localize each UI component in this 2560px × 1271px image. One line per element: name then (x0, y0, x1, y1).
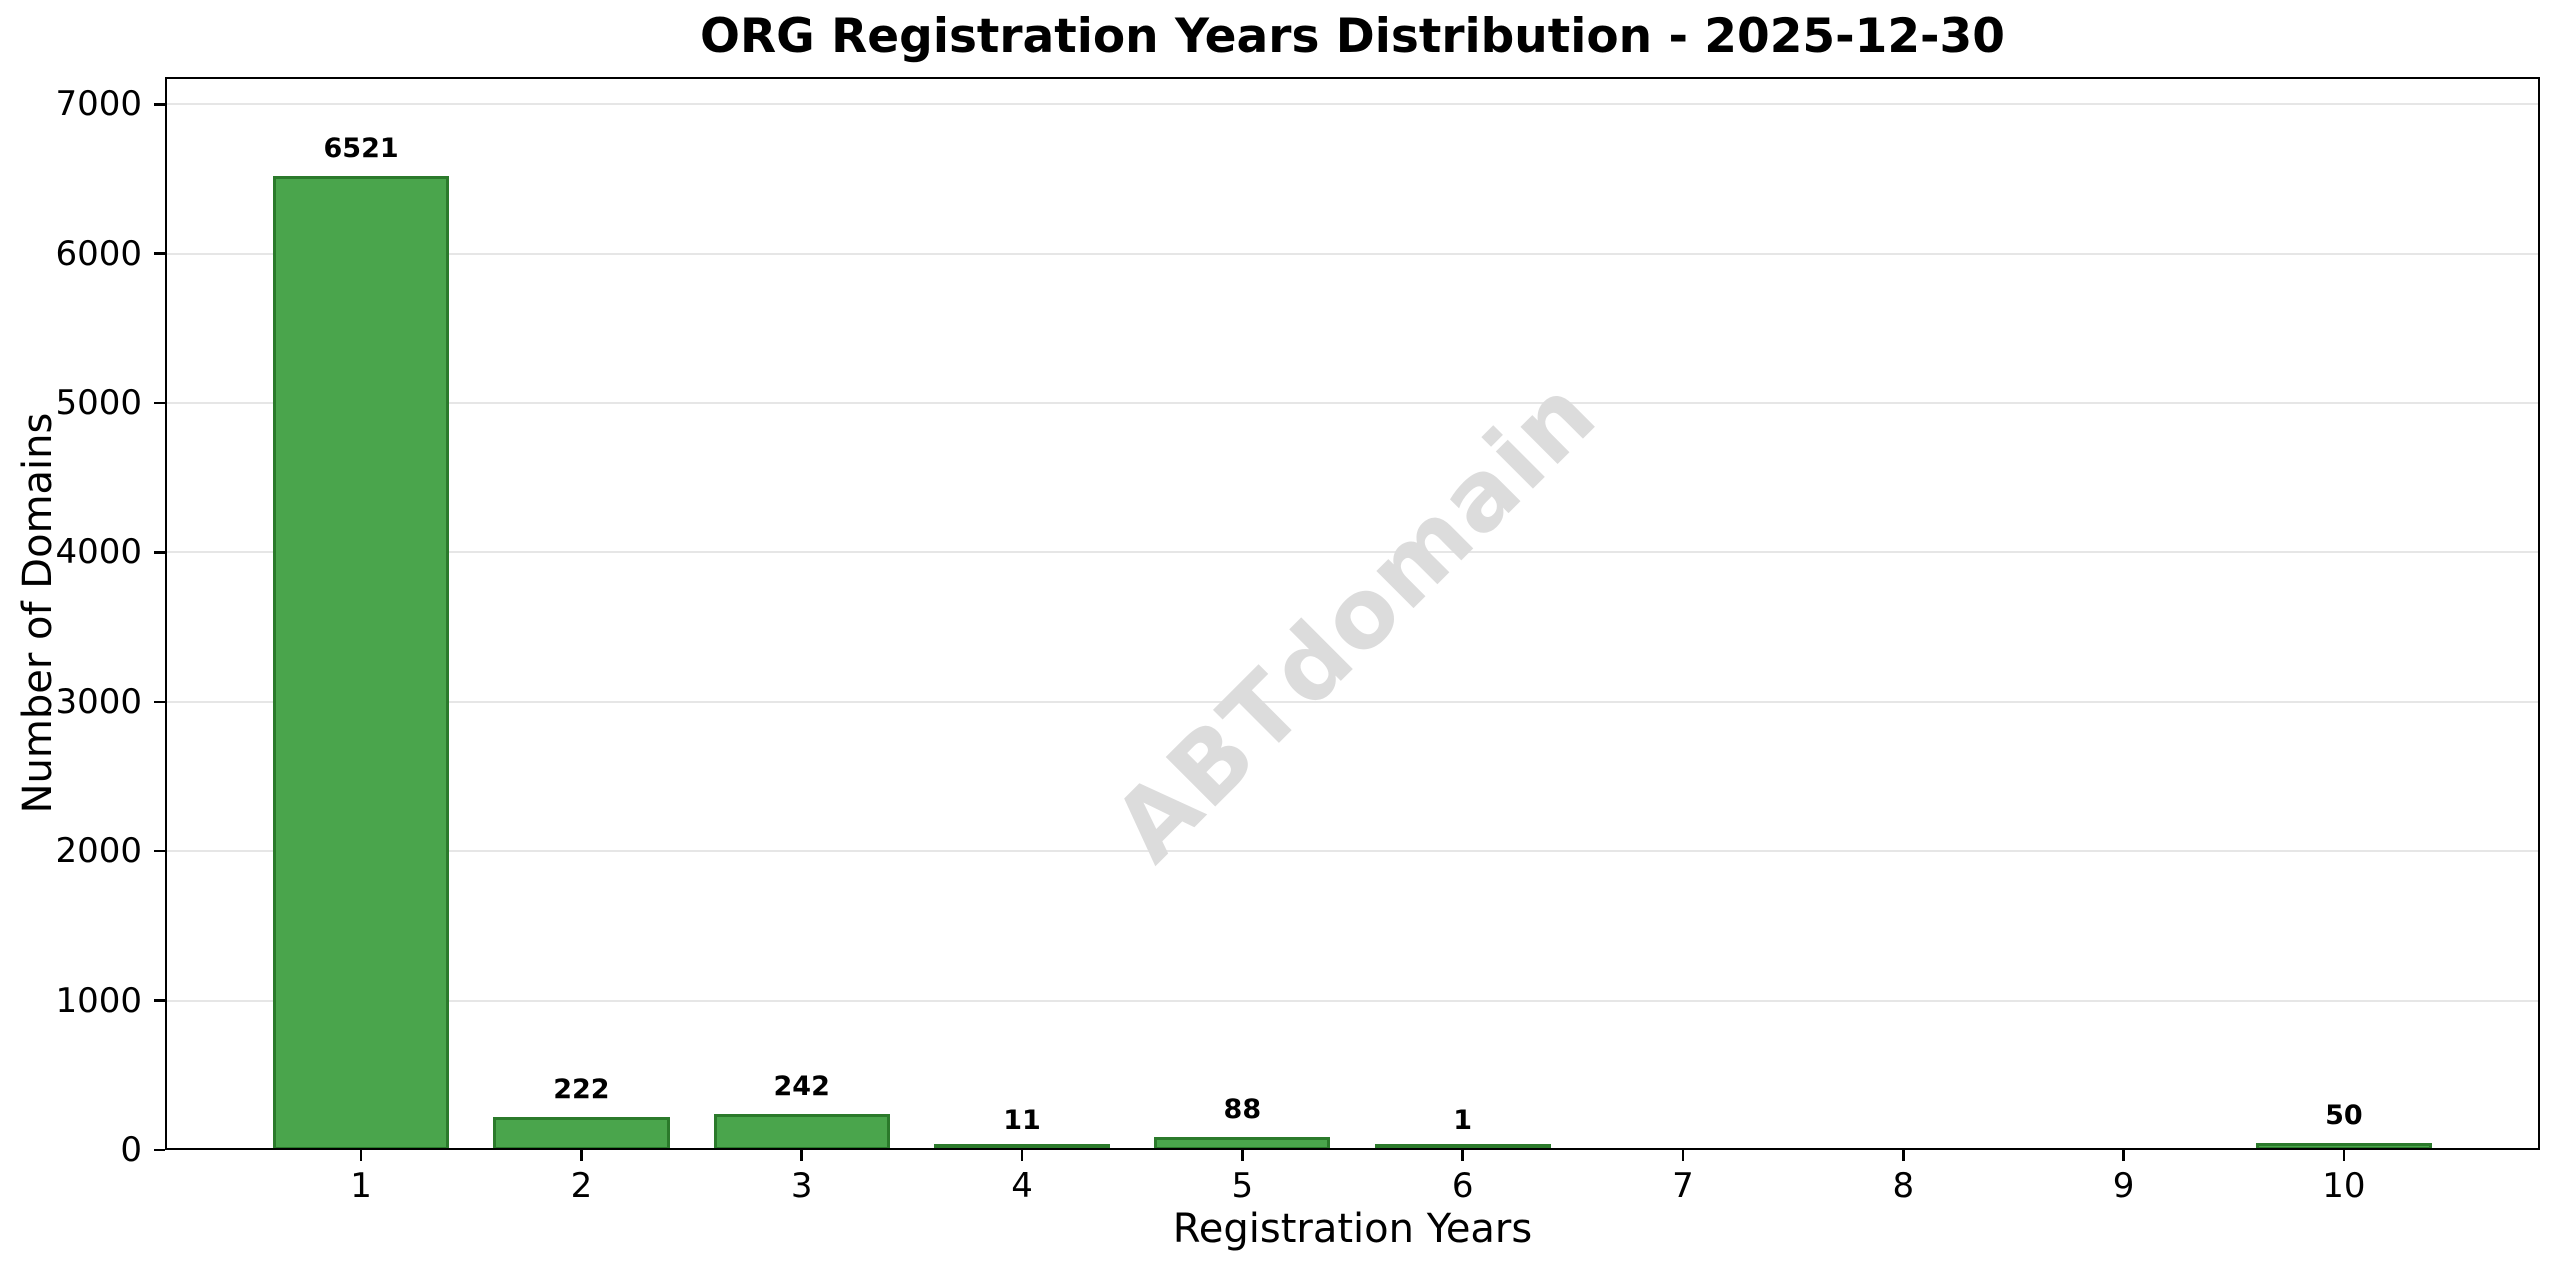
x-tick-mark-3 (800, 1150, 803, 1161)
x-tick-mark-10 (2342, 1150, 2346, 1161)
x-tick-label-9: 9 (2112, 1166, 2135, 1206)
bar-year-5 (1154, 1136, 1331, 1150)
x-tick-label-3: 3 (790, 1166, 813, 1206)
bar-value-label-4: 11 (1003, 1105, 1041, 1136)
x-tick-mark-7 (1681, 1150, 1685, 1161)
plot-area: 6521 222 242 11 88 1 50 (165, 77, 2540, 1150)
x-tick-mark-2 (580, 1150, 583, 1161)
y-tick-mark-5000 (154, 401, 165, 405)
gridline-y-4000 (165, 551, 2540, 554)
y-tick-mark-0 (154, 1148, 165, 1152)
x-tick-mark-6 (1461, 1150, 1464, 1161)
x-tick-mark-5 (1241, 1150, 1244, 1161)
bar-value-label-10: 50 (2325, 1099, 2363, 1131)
x-tick-label-2: 2 (570, 1166, 593, 1206)
y-tick-label-0: 0 (120, 1130, 142, 1170)
y-axis-label: Number of Domains (15, 412, 61, 814)
bar-year-3 (713, 1113, 890, 1150)
gridline-y-5000 (165, 402, 2540, 405)
x-axis-label: Registration Years (1172, 1206, 1533, 1252)
gridline-y-7000 (165, 103, 2540, 106)
gridline-y-2000 (165, 850, 2540, 853)
x-tick-mark-8 (1902, 1150, 1905, 1161)
bar-year-2 (493, 1116, 670, 1150)
x-tick-mark-9 (2122, 1150, 2125, 1161)
x-tick-label-8: 8 (1892, 1166, 1915, 1206)
y-tick-label-5000: 5000 (55, 383, 142, 424)
x-tick-label-1: 1 (350, 1166, 372, 1206)
bar-year-10 (2255, 1142, 2433, 1150)
y-tick-mark-2000 (154, 849, 165, 853)
bar-value-label-5: 88 (1223, 1093, 1262, 1125)
x-tick-label-10: 10 (2322, 1166, 2366, 1206)
gridline-y-1000 (165, 999, 2540, 1002)
bar-value-label-2: 222 (553, 1073, 610, 1105)
y-tick-mark-1000 (154, 999, 165, 1002)
x-tick-label-5: 5 (1231, 1166, 1254, 1206)
y-tick-mark-7000 (154, 103, 165, 106)
y-tick-label-4000: 4000 (55, 532, 142, 573)
y-tick-mark-6000 (154, 252, 165, 255)
x-tick-label-7: 7 (1672, 1166, 1694, 1206)
x-tick-label-6: 6 (1451, 1166, 1474, 1206)
x-tick-mark-4 (1020, 1150, 1024, 1161)
bar-value-label-3: 242 (773, 1070, 830, 1102)
chart-title: ORG Registration Years Distribution - 20… (700, 9, 2005, 64)
y-tick-label-2000: 2000 (55, 831, 142, 872)
y-tick-mark-4000 (154, 551, 165, 554)
bar-value-label-1: 6521 (323, 132, 399, 164)
y-tick-mark-3000 (154, 700, 165, 704)
y-tick-label-3000: 3000 (55, 681, 142, 722)
y-tick-label-1000: 1000 (55, 980, 142, 1021)
y-tick-label-7000: 7000 (55, 84, 142, 125)
bar-year-4 (933, 1144, 1111, 1150)
bar-value-label-6: 1 (1453, 1105, 1473, 1136)
bar-year-6 (1374, 1144, 1551, 1150)
gridline-y-6000 (165, 252, 2540, 255)
y-tick-label-6000: 6000 (55, 233, 142, 274)
x-tick-label-4: 4 (1011, 1166, 1033, 1206)
x-tick-mark-1 (359, 1150, 363, 1161)
gridline-y-3000 (165, 700, 2540, 703)
bar-year-1 (272, 175, 450, 1150)
